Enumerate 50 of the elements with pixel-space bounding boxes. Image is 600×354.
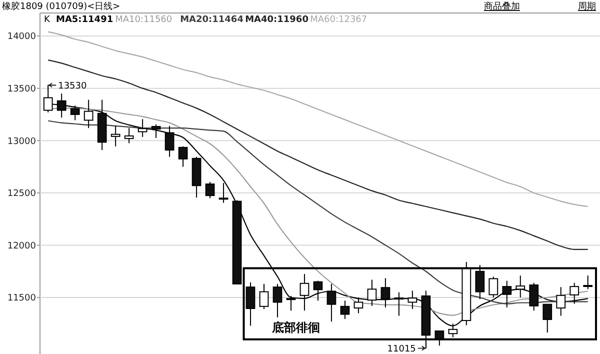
text: MA20:11464	[180, 15, 244, 25]
candlestick	[354, 297, 364, 314]
candlestick	[205, 181, 215, 199]
candlestick	[340, 300, 350, 320]
candlestick	[502, 280, 512, 308]
candlestick	[138, 118, 148, 138]
candlestick	[272, 283, 282, 318]
candlestick	[380, 278, 390, 308]
text: MA60:12367	[310, 15, 368, 25]
candlestick	[367, 279, 377, 306]
y-tick-label: 12500	[7, 189, 36, 200]
line-series	[48, 31, 588, 208]
candlestick	[300, 273, 310, 312]
candlestick	[570, 282, 580, 304]
candlestick	[529, 282, 539, 312]
candlestick	[408, 290, 418, 310]
annotation: 11015	[387, 344, 416, 354]
text: MA40:11960	[245, 15, 308, 25]
annotation: 底部徘徊	[270, 320, 320, 334]
candlestick	[583, 275, 593, 290]
candlestick	[164, 125, 174, 158]
candlestick	[124, 128, 134, 144]
candlestick	[326, 283, 336, 322]
candlestick	[556, 286, 566, 316]
candlestick	[488, 276, 498, 298]
text: 周期	[578, 1, 596, 12]
candlestick	[394, 292, 404, 316]
text: MA5:11491	[56, 15, 114, 25]
candlestick	[110, 125, 120, 147]
candlestick	[259, 283, 269, 310]
y-tick-label: 14000	[7, 32, 36, 42]
candlestick	[246, 282, 256, 326]
text: 商品叠加	[484, 1, 520, 12]
candlestick	[178, 146, 188, 168]
y-tick-label: 13500	[7, 84, 36, 94]
candlestick	[516, 275, 526, 298]
text: MA10:11560	[115, 15, 172, 25]
line-series	[48, 60, 588, 250]
y-tick-label: 12000	[7, 241, 36, 252]
candlestick	[313, 280, 323, 302]
candlestick	[542, 304, 552, 334]
chart-title: 橡胶1809 (010709)<日线>	[2, 1, 120, 12]
candlestick	[475, 264, 485, 300]
candlestick	[218, 182, 228, 204]
annotation: 13530	[58, 81, 87, 92]
candlestick	[286, 295, 296, 312]
legend-title: K	[44, 15, 51, 25]
y-tick-label: 11500	[7, 294, 36, 304]
y-tick-label: 13000	[7, 136, 36, 147]
candlestick	[151, 124, 161, 138]
